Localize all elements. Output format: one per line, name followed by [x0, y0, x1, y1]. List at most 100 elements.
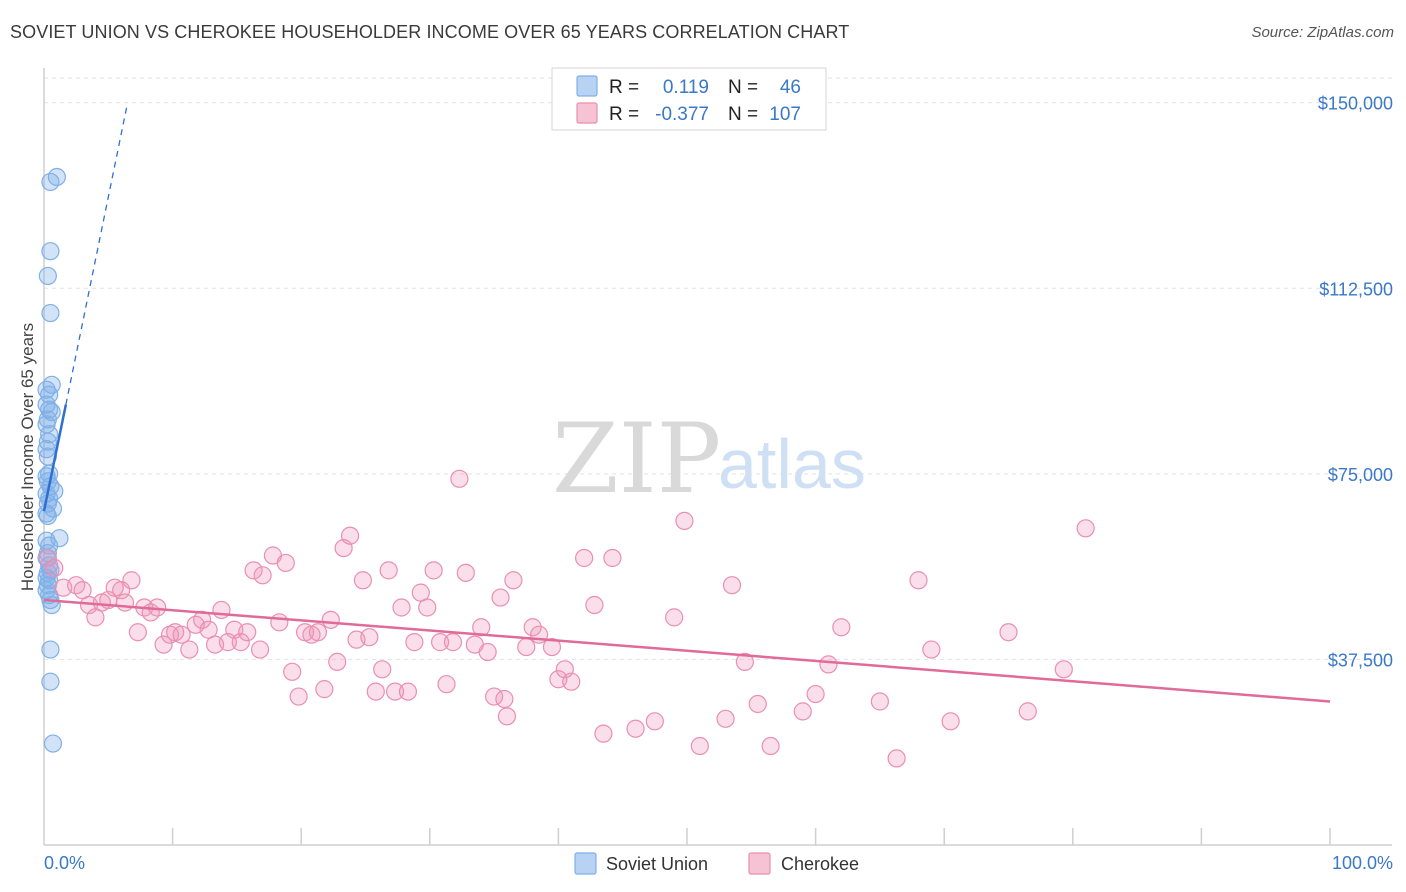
cherokee-point-44: [328, 652, 347, 672]
soviet-r-label: R =: [609, 77, 639, 98]
legend-cherokee-swatch: [748, 852, 771, 875]
cherokee-point-92: [748, 694, 767, 714]
cherokee-point-64: [456, 563, 475, 582]
cherokee-point-17: [154, 635, 173, 654]
cherokee-point-63: [450, 469, 469, 488]
soviet-n-label: N =: [728, 77, 758, 98]
series-legend: Soviet Union Cherokee: [574, 852, 859, 875]
cherokee-point-89: [716, 709, 735, 728]
cherokee-point-32: [253, 566, 272, 585]
x-ticks: [171, 828, 1331, 845]
soviet-union-points: [37, 167, 69, 753]
cherokee-point-49: [360, 628, 379, 647]
cherokee-point-30: [238, 623, 257, 642]
watermark: ZIP atlas: [552, 403, 866, 515]
cherokee-point-73: [517, 637, 536, 657]
soviet-union-point-1: [41, 172, 60, 192]
cherokee-point-76: [542, 637, 562, 657]
cherokee-point-38: [289, 687, 308, 706]
cherokee-point-86: [665, 608, 684, 627]
soviet-union-point-3: [38, 266, 57, 286]
y-tick-label-1: $75,000: [1328, 465, 1393, 485]
cherokee-point-91: [735, 652, 754, 672]
soviet-union-point-45: [43, 734, 63, 753]
cherokee-point-11: [115, 593, 135, 612]
stats-legend-box: [551, 67, 827, 131]
cherokee-n-value: 107: [769, 104, 801, 125]
cherokee-point-59: [424, 561, 443, 580]
cherokee-point-93: [761, 736, 780, 756]
cherokee-point-100: [909, 571, 928, 590]
cherokee-point-31: [244, 561, 263, 580]
cherokee-point-98: [870, 692, 890, 711]
soviet-union-point-27: [38, 506, 57, 526]
cherokee-point-50: [366, 682, 385, 701]
cherokee-point-55: [398, 682, 418, 701]
cherokee-point-83: [603, 548, 622, 568]
cherokee-point-69: [491, 588, 510, 607]
cherokee-trend: [43, 598, 1331, 703]
cherokee-point-71: [497, 707, 517, 726]
cherokee-points: [38, 469, 1095, 768]
cherokee-point-102: [941, 712, 960, 731]
cherokee-point-99: [887, 749, 906, 768]
cherokee-point-104: [1018, 702, 1037, 721]
cherokee-point-62: [443, 633, 463, 652]
chart-source: Source: ZipAtlas.com: [1251, 24, 1394, 41]
cherokee-point-60: [430, 633, 450, 652]
cherokee-point-70: [495, 689, 514, 709]
cherokee-point-90: [722, 576, 742, 595]
soviet-union-swatch: [576, 75, 598, 97]
y-tick-labels: $37,500 $75,000 $112,500 $150,000: [1318, 94, 1393, 671]
legend-soviet-union-swatch: [574, 852, 597, 875]
cherokee-point-95: [806, 684, 825, 704]
cherokee-point-88: [690, 736, 709, 756]
cherokee-point-42: [315, 680, 334, 699]
soviet-n-value: 46: [780, 77, 801, 98]
cherokee-point-79: [562, 672, 581, 691]
watermark-zip: ZIP: [552, 403, 721, 515]
soviet-union-point-15: [37, 440, 56, 459]
cherokee-point-46: [340, 526, 360, 545]
cherokee-point-36: [276, 553, 295, 573]
y-tick-label-0: $37,500: [1328, 650, 1393, 670]
soviet-r-value: 0.119: [663, 77, 709, 98]
cherokee-point-51: [373, 660, 392, 679]
cherokee-point-96: [819, 655, 838, 674]
cherokee-point-41: [308, 623, 328, 642]
cherokee-n-label: N =: [728, 104, 758, 125]
cherokee-point-101: [922, 640, 941, 659]
cherokee-point-106: [1076, 519, 1095, 538]
axes: [43, 68, 1392, 846]
cherokee-point-1: [45, 558, 64, 577]
soviet-union-point-14: [38, 432, 57, 451]
cherokee-point-0: [38, 548, 57, 568]
cherokee-point-105: [1054, 660, 1073, 679]
cherokee-point-52: [379, 561, 398, 580]
soviet-union-point-13: [40, 425, 59, 444]
soviet-union-point-2: [41, 242, 60, 261]
cherokee-point-53: [385, 682, 405, 701]
soviet-union-trend: [42, 404, 68, 512]
trend-lines: [42, 102, 1331, 703]
cherokee-point-84: [626, 719, 645, 738]
cherokee-point-81: [585, 595, 604, 615]
cherokee-point-43: [321, 610, 340, 629]
y-tick-label-3: $150,000: [1318, 94, 1393, 114]
y-tick-label-2: $112,500: [1319, 279, 1393, 299]
cherokee-point-82: [594, 724, 613, 743]
cherokee-point-103: [999, 623, 1018, 642]
x-tick-label-min: 0.0%: [44, 853, 85, 873]
stats-legend: R = 0.119 N = 46 R = -0.377 N = 107: [551, 67, 827, 131]
cherokee-point-33: [250, 640, 270, 659]
cherokee-point-85: [645, 712, 664, 731]
cherokee-point-35: [270, 613, 289, 632]
cherokee-point-29: [231, 633, 250, 652]
watermark-atlas: atlas: [718, 425, 866, 503]
cherokee-point-80: [575, 548, 594, 568]
soviet-union-point-43: [41, 640, 60, 659]
soviet-union-point-4: [41, 303, 60, 323]
cherokee-swatch: [576, 102, 598, 124]
cherokee-point-58: [418, 598, 437, 617]
